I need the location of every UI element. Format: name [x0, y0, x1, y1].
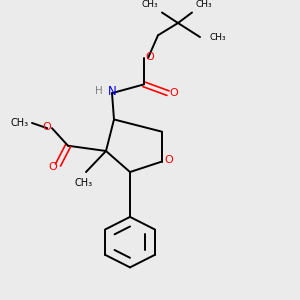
- Text: O: O: [145, 52, 154, 62]
- Text: H: H: [95, 86, 103, 96]
- Text: O: O: [169, 88, 178, 98]
- Text: O: O: [165, 155, 174, 165]
- Text: CH₃: CH₃: [210, 32, 226, 41]
- Text: O: O: [49, 162, 58, 172]
- Text: CH₃: CH₃: [196, 0, 213, 9]
- Text: CH₃: CH₃: [141, 0, 158, 9]
- Text: CH₃: CH₃: [75, 178, 93, 188]
- Text: CH₃: CH₃: [11, 118, 29, 128]
- Text: O: O: [42, 122, 51, 132]
- Text: N: N: [108, 85, 116, 98]
